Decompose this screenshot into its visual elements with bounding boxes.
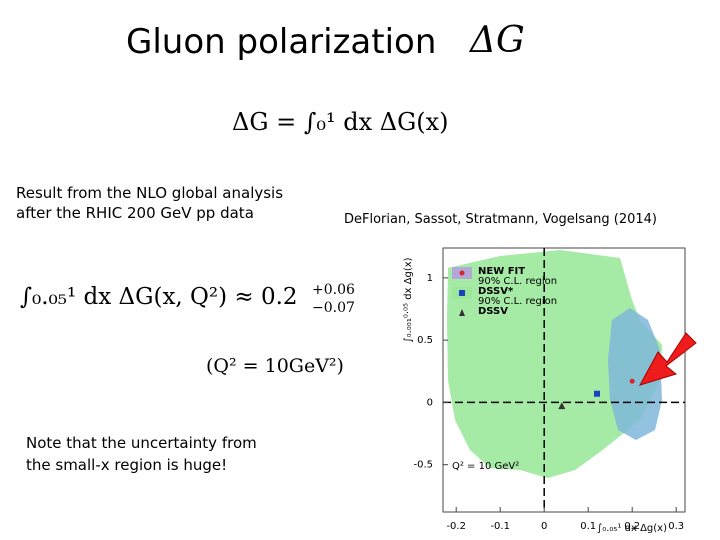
result-formula: ∫₀.₀₅¹ dx ΔG(x, Q²) ≈ 0.2 xyxy=(20,284,298,310)
newfit-region xyxy=(608,308,662,440)
error-down: −0.07 xyxy=(312,300,355,316)
legend-label: NEW FIT xyxy=(478,266,525,277)
y-axis-label: ∫₀.₀₀₁⁰·⁰⁵ dx Δg(x) xyxy=(403,257,414,342)
legend-marker xyxy=(459,290,465,296)
legend-label: DSSV* xyxy=(478,286,514,297)
legend-marker xyxy=(459,309,465,316)
note-text: the small-x region is huge! xyxy=(26,456,228,474)
y-tick-label: 1 xyxy=(427,273,433,284)
x-tick-label: -0.2 xyxy=(446,521,466,532)
point xyxy=(594,390,600,397)
scale-note: (Q² = 10GeV²) xyxy=(206,355,344,377)
x-tick-label: 0.1 xyxy=(580,521,596,532)
error-up: +0.06 xyxy=(312,282,355,298)
y-tick-label: -0.5 xyxy=(413,460,433,471)
x-axis-label: ∫₀.₀₅¹ dx Δg(x) xyxy=(597,523,667,534)
pointer-arrow xyxy=(638,332,697,386)
legend-marker xyxy=(459,270,465,276)
x-tick-label: 0 xyxy=(541,521,547,532)
point xyxy=(558,402,566,410)
plot-frame xyxy=(442,247,686,513)
note-text: Note that the uncertainty from xyxy=(26,434,257,452)
legend-sublabel: 90% C.L. region xyxy=(478,276,557,287)
title-symbol: ΔG xyxy=(470,20,525,61)
y-tick-label: 0 xyxy=(427,397,433,408)
slide-title: Gluon polarization xyxy=(126,22,437,62)
legend-label: DSSV xyxy=(478,306,508,317)
legend-sublabel: 90% C.L. region xyxy=(478,296,557,307)
annotation: Q² = 10 GeV² xyxy=(452,461,519,472)
x-tick-label: 0.2 xyxy=(624,521,640,532)
y-tick-label: 0.5 xyxy=(417,335,433,346)
citation: DeFlorian, Sassot, Stratmann, Vogelsang … xyxy=(344,212,657,227)
x-tick-label: -0.1 xyxy=(490,521,510,532)
definition-formula: ΔG = ∫₀¹ dx ΔG(x) xyxy=(232,108,449,136)
point xyxy=(629,378,635,384)
result-text: Result from the NLO global analysis xyxy=(16,184,284,202)
x-tick-label: 0.3 xyxy=(668,521,684,532)
dssv-region xyxy=(447,250,662,478)
result-text: after the RHIC 200 GeV pp data xyxy=(16,204,254,222)
